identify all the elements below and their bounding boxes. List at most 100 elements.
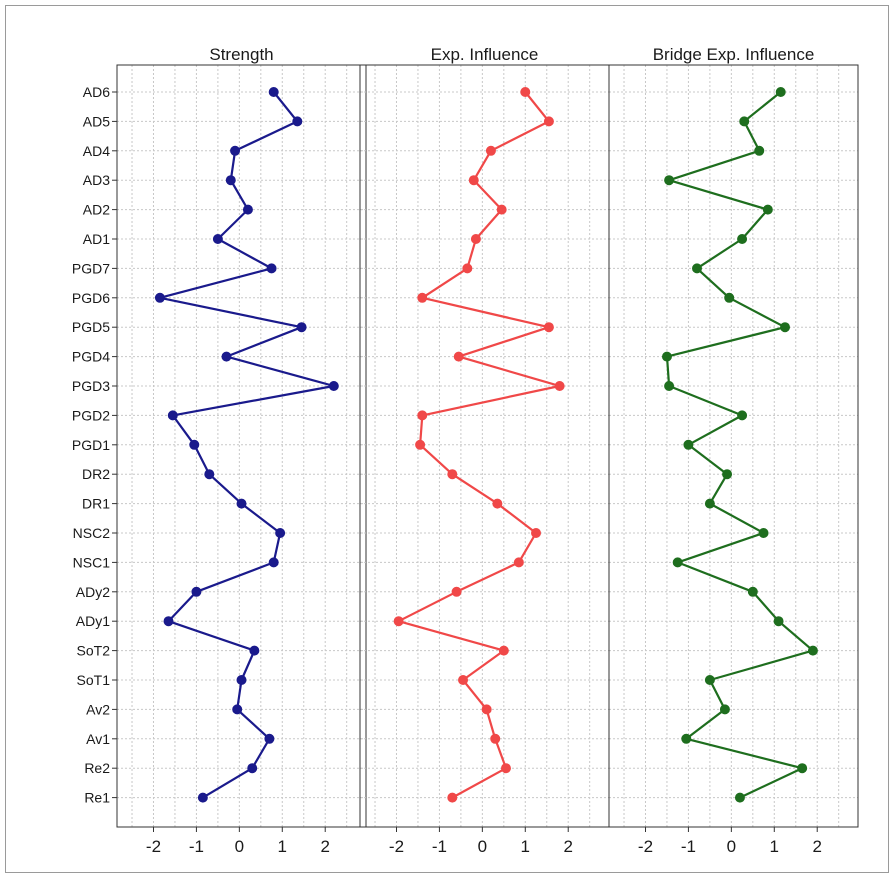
y-tick-label: AD3 — [83, 172, 110, 188]
data-point — [415, 439, 426, 450]
data-point — [531, 528, 542, 538]
data-point — [797, 763, 808, 774]
data-point — [773, 616, 784, 627]
data-point — [543, 116, 554, 127]
y-tick-label: AD6 — [83, 84, 110, 100]
x-tick-label: 2 — [812, 837, 821, 856]
data-point — [672, 557, 683, 568]
panel-title: Exp. Influence — [431, 45, 539, 64]
data-point — [204, 469, 215, 480]
data-point — [498, 645, 509, 656]
data-point — [451, 586, 462, 597]
data-point — [747, 586, 758, 597]
data-point — [197, 792, 208, 803]
data-point — [232, 704, 243, 715]
data-point — [212, 234, 223, 244]
panel-title: Strength — [209, 45, 273, 64]
x-tick-label: 0 — [478, 837, 487, 856]
data-point — [236, 498, 247, 509]
chart-frame: AD6 AD5 AD4 AD3 AD2 AD1 PGD7 PGD6 PGD5 PGD4 PGD3 PG… — [5, 5, 889, 873]
x-tick-label: 2 — [320, 837, 329, 856]
data-point — [453, 351, 464, 362]
x-tick-label: -1 — [432, 837, 447, 856]
y-tick-label: AD4 — [83, 143, 110, 159]
data-point — [328, 381, 339, 391]
data-point — [762, 204, 773, 215]
data-point — [154, 292, 165, 303]
data-point — [722, 469, 733, 480]
x-tick-label: -2 — [389, 837, 404, 856]
data-point — [264, 733, 275, 744]
data-point — [664, 175, 675, 186]
y-tick-label: SoT2 — [77, 643, 111, 659]
x-tick-label: 0 — [235, 837, 244, 856]
data-point — [468, 175, 479, 186]
data-point — [754, 145, 765, 156]
data-point — [417, 292, 428, 303]
data-point — [758, 528, 769, 538]
y-tick-label: Re1 — [84, 790, 110, 806]
data-point — [500, 763, 511, 774]
data-point — [737, 234, 748, 244]
data-point — [393, 616, 404, 627]
data-point — [268, 87, 279, 97]
data-point — [739, 116, 750, 127]
data-point — [225, 175, 236, 186]
data-point — [664, 381, 675, 391]
data-point — [275, 528, 286, 538]
y-tick-label: PGD1 — [72, 437, 110, 453]
y-tick-label: PGD5 — [72, 319, 110, 335]
y-tick-label: SoT1 — [77, 672, 111, 688]
panel-title: Bridge Exp. Influence — [653, 45, 815, 64]
y-tick-label: PGD7 — [72, 260, 110, 276]
data-point — [719, 704, 730, 715]
data-point — [780, 322, 791, 333]
data-point — [737, 410, 748, 421]
data-point — [734, 792, 745, 803]
data-point — [242, 204, 253, 215]
data-point — [554, 381, 565, 391]
data-point — [249, 645, 260, 656]
y-tick-label: DR1 — [82, 496, 110, 512]
x-tick-label: -1 — [189, 837, 204, 856]
data-point — [490, 733, 501, 744]
data-point — [681, 733, 692, 744]
y-tick-label: NSC1 — [73, 554, 111, 570]
y-tick-label: Av1 — [86, 731, 110, 747]
data-point — [167, 410, 178, 421]
data-point — [692, 263, 703, 274]
data-point — [163, 616, 174, 627]
data-point — [191, 586, 202, 597]
data-point — [447, 469, 458, 480]
data-point — [775, 87, 786, 97]
data-point — [683, 439, 694, 450]
data-point — [481, 704, 492, 715]
data-point — [230, 145, 241, 156]
data-point — [485, 145, 496, 156]
data-point — [520, 87, 531, 97]
y-tick-label: Re2 — [84, 760, 110, 776]
data-point — [189, 439, 200, 450]
x-tick-label: -1 — [681, 837, 696, 856]
data-point — [513, 557, 524, 568]
data-point — [458, 675, 469, 685]
data-point — [543, 322, 554, 333]
data-point — [221, 351, 232, 362]
data-point — [292, 116, 303, 127]
data-point — [492, 498, 503, 509]
y-tick-label: ADy1 — [76, 613, 110, 629]
x-tick-label: 1 — [770, 837, 779, 856]
data-point — [724, 292, 735, 303]
centrality-chart: AD6 AD5 AD4 AD3 AD2 AD1 PGD7 PGD6 PGD5 PGD4 PGD3 PG… — [72, 45, 859, 856]
data-point — [704, 675, 715, 685]
data-point — [266, 263, 277, 274]
data-point — [807, 645, 818, 656]
y-tick-label: Av2 — [86, 701, 110, 717]
data-point — [447, 792, 458, 803]
x-tick-label: 1 — [521, 837, 530, 856]
y-tick-label: PGD4 — [72, 349, 110, 365]
data-point — [268, 557, 279, 568]
panel-border — [608, 64, 859, 828]
data-point — [236, 675, 247, 685]
data-point — [661, 351, 672, 362]
